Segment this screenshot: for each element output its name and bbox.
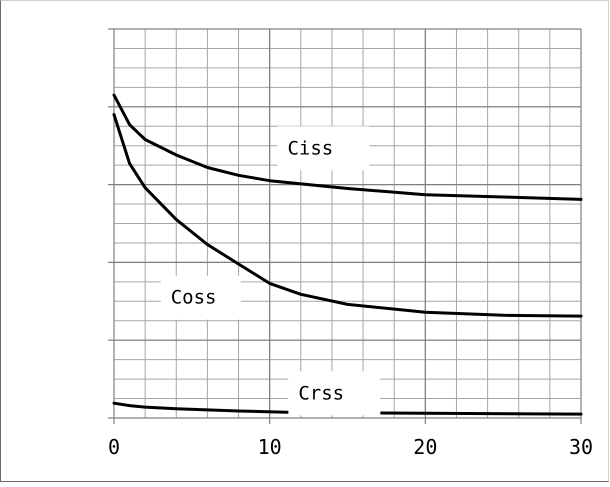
series-label-text: Coss: [171, 287, 217, 309]
series-line-coss: [112, 113, 583, 318]
series-label-box: [277, 126, 370, 171]
series-labels: Ciss Coss Crss: [160, 126, 381, 416]
series-label-text: Ciss: [287, 137, 333, 159]
x-tick-label: 0: [108, 435, 120, 459]
series-label-crss: Crss: [288, 371, 381, 416]
series-line-crss: [112, 401, 583, 416]
x-tick-labels: 0 10 20 30: [108, 435, 593, 459]
x-tick-label: 20: [413, 435, 437, 459]
series: [112, 93, 583, 416]
x-tick-label: 10: [258, 435, 282, 459]
series-label-box: [288, 371, 381, 416]
axes: [108, 28, 582, 424]
series-label-ciss: Ciss: [277, 126, 370, 171]
x-tick-label: 30: [569, 435, 593, 459]
grid: [113, 28, 582, 419]
series-line-ciss: [112, 93, 583, 201]
series-label-text: Crss: [298, 382, 344, 404]
series-label-coss: Coss: [160, 275, 241, 320]
series-label-box: [160, 275, 241, 320]
